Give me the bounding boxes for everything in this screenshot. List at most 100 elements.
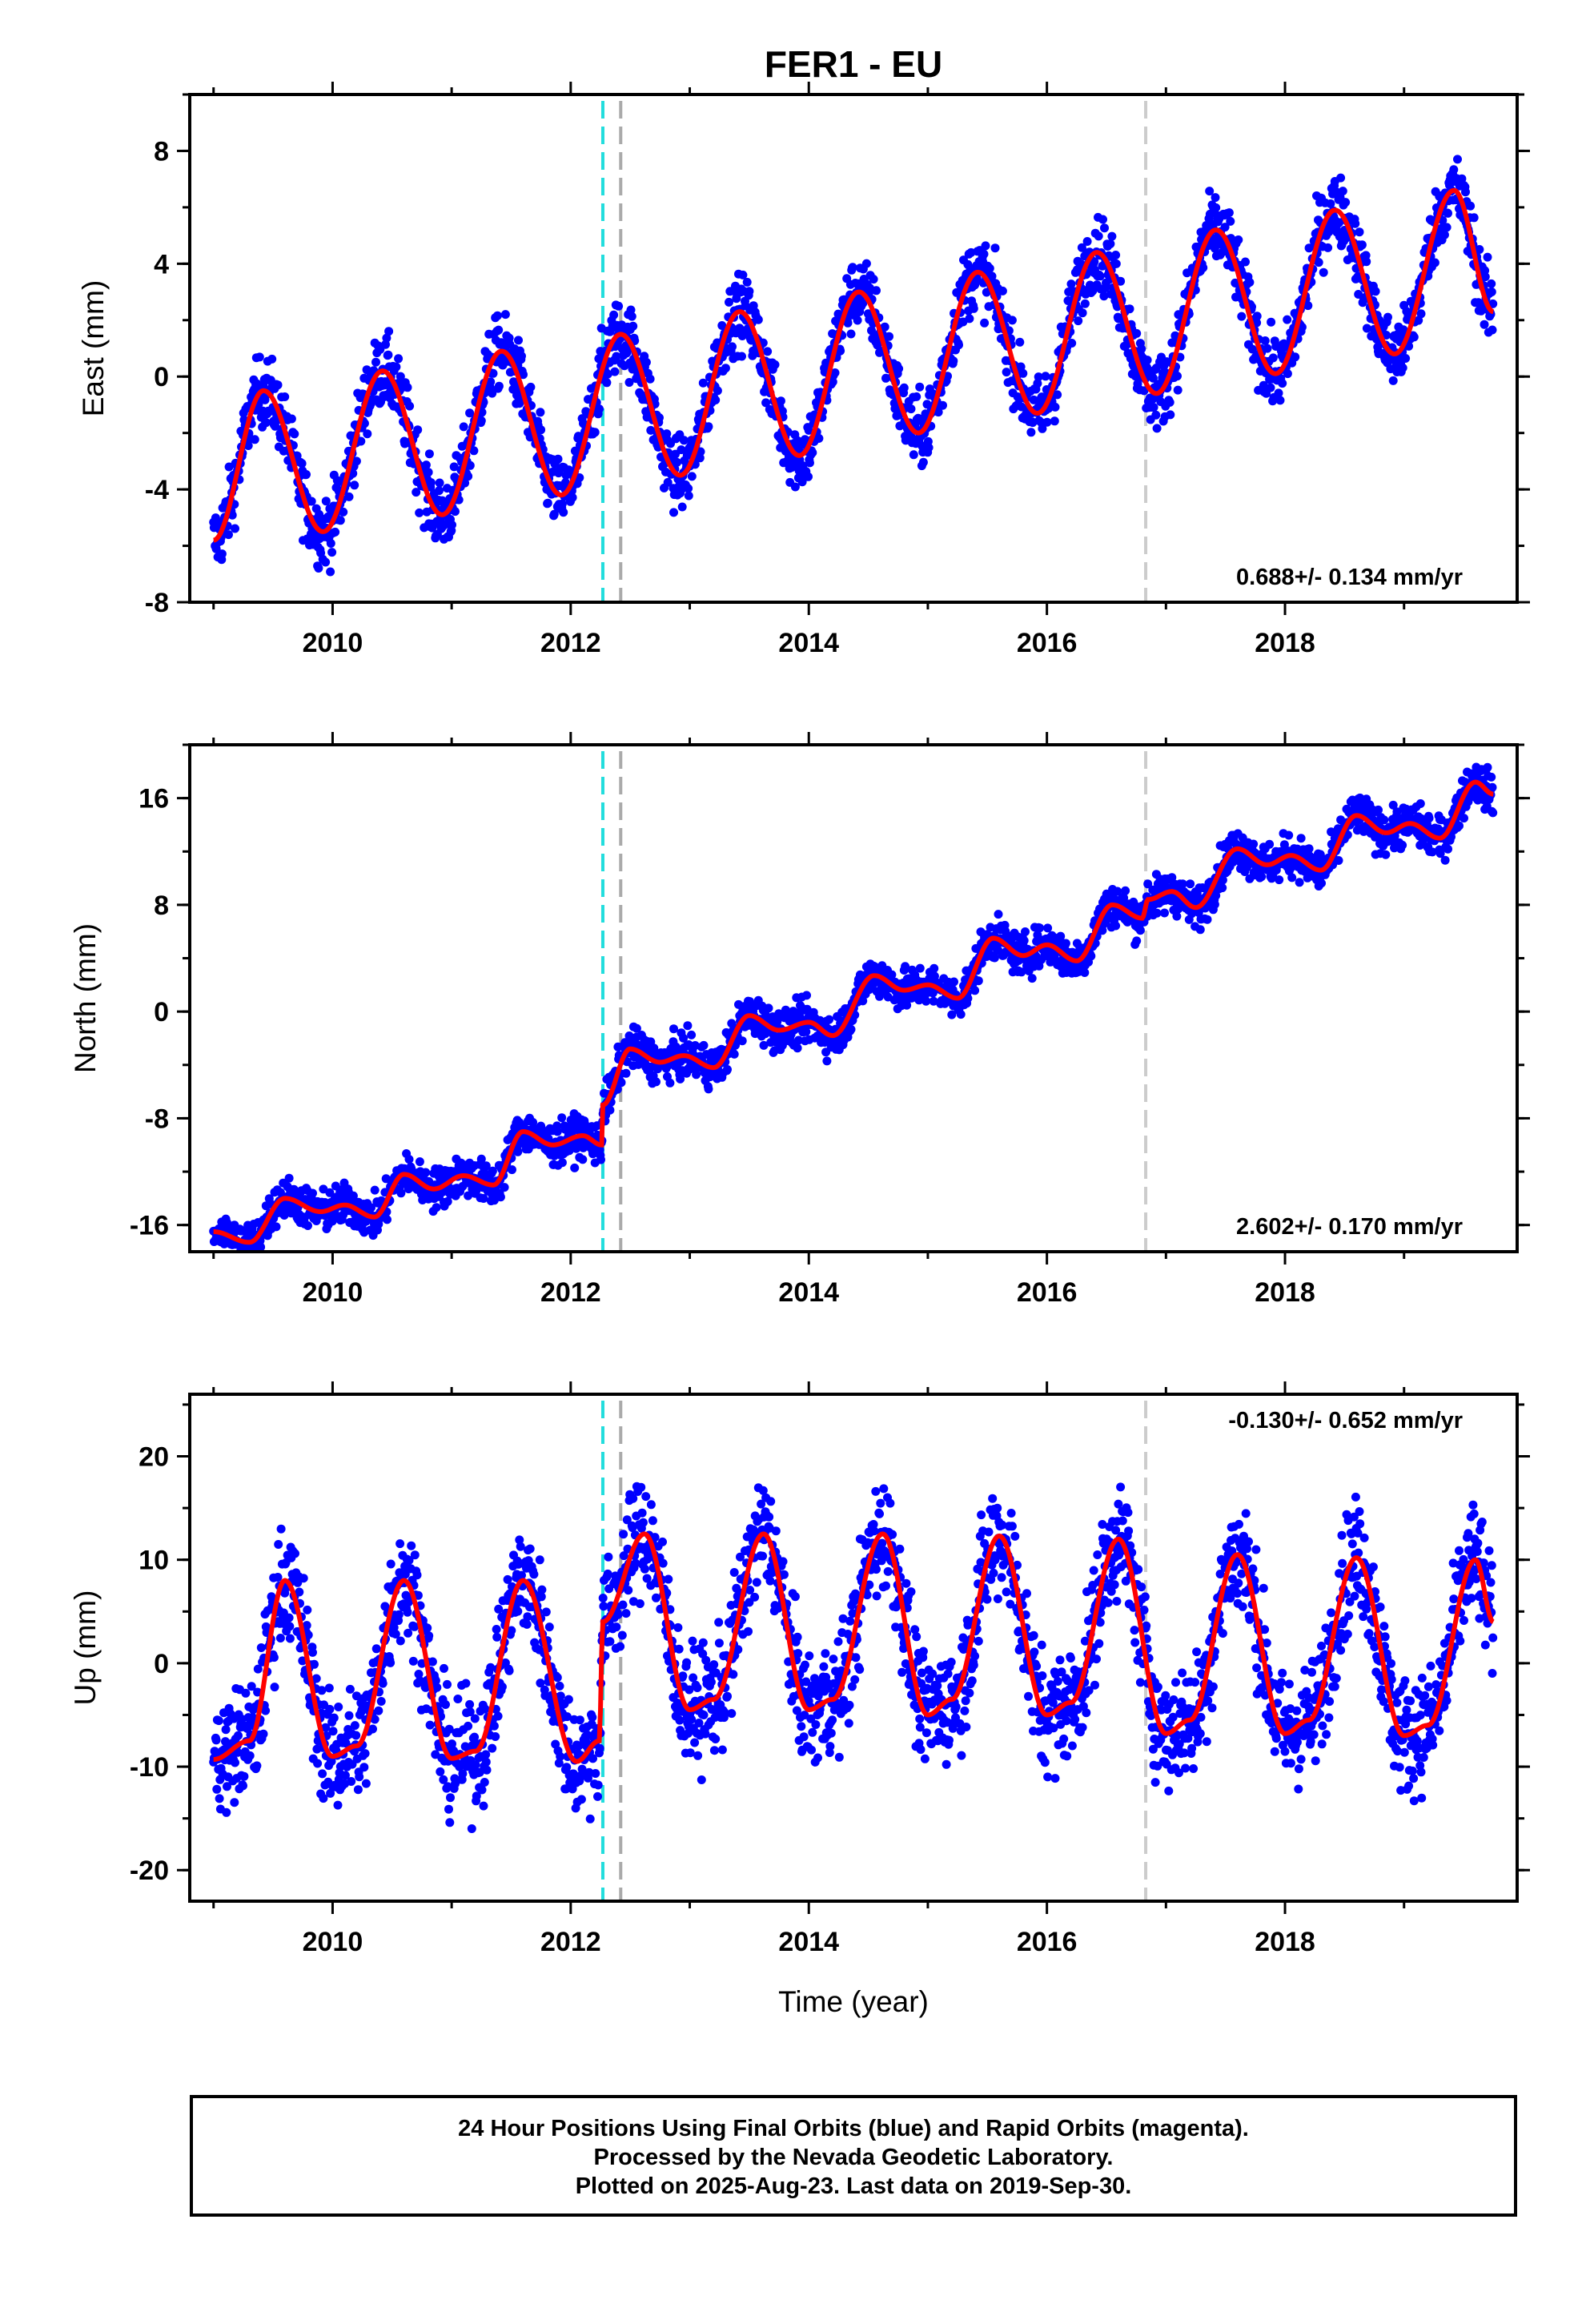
data-points-east: [209, 155, 1498, 577]
data-point: [979, 249, 989, 259]
data-point: [861, 259, 871, 268]
data-point: [400, 439, 410, 448]
data-point: [610, 367, 620, 376]
data-point: [287, 414, 296, 424]
data-point: [858, 299, 868, 308]
data-point: [424, 468, 433, 477]
data-point: [271, 421, 280, 431]
data-point: [609, 310, 619, 320]
data-point: [488, 388, 497, 398]
data-point: [350, 480, 359, 490]
data-point: [1401, 354, 1411, 363]
data-point: [211, 1735, 221, 1745]
data-point: [1143, 879, 1153, 889]
data-point: [1245, 278, 1255, 287]
data-point: [1137, 344, 1146, 354]
x-tick-label: 2012: [540, 1277, 601, 1308]
data-point: [687, 472, 697, 481]
data-point: [1098, 215, 1107, 224]
data-point: [1453, 155, 1462, 164]
data-point: [384, 327, 394, 336]
data-point: [687, 1030, 697, 1039]
data-point: [624, 378, 634, 387]
data-point: [605, 1105, 615, 1115]
y-tick-label: 4: [154, 249, 169, 279]
data-point: [804, 425, 813, 435]
data-point: [421, 460, 431, 470]
data-point: [1160, 908, 1169, 918]
data-point: [836, 346, 845, 356]
data-point: [924, 443, 934, 452]
data-point: [679, 1033, 689, 1043]
data-point: [1469, 213, 1479, 223]
data-point: [1043, 923, 1053, 933]
data-point: [1167, 873, 1177, 883]
data-point: [1082, 237, 1092, 246]
data-point: [954, 340, 963, 350]
data-point: [382, 333, 391, 343]
data-point: [1275, 396, 1285, 405]
data-point: [683, 1021, 693, 1031]
data-point: [1480, 272, 1490, 282]
data-point: [614, 301, 624, 311]
data-point: [578, 1155, 588, 1164]
data-point: [557, 1158, 567, 1168]
data-point: [383, 350, 393, 360]
data-point: [326, 567, 335, 577]
data-point: [314, 564, 323, 573]
data-point: [1326, 199, 1335, 208]
data-point: [1002, 368, 1011, 377]
data-point: [949, 356, 958, 366]
data-point: [673, 457, 682, 467]
data-point: [632, 1023, 641, 1033]
data-point: [915, 382, 925, 392]
data-point: [1488, 325, 1497, 335]
data-point: [1152, 908, 1162, 918]
data-point: [1260, 336, 1270, 345]
data-point: [1295, 878, 1304, 887]
data-point: [808, 448, 817, 457]
data-point: [1488, 808, 1498, 818]
data-point: [1095, 271, 1105, 281]
data-point: [970, 986, 980, 995]
data-point: [980, 318, 990, 328]
data-point: [1398, 363, 1407, 372]
data-point: [1149, 403, 1158, 412]
data-point: [513, 1147, 523, 1156]
data-point: [1336, 173, 1346, 183]
data-point: [770, 360, 780, 369]
data-point: [267, 354, 277, 364]
data-point: [621, 1068, 631, 1078]
data-point: [853, 316, 862, 325]
data-point: [363, 429, 372, 439]
data-point: [1303, 301, 1313, 311]
data-point: [1475, 245, 1484, 254]
data-point: [543, 498, 552, 508]
data-point: [713, 386, 722, 396]
data-point: [790, 482, 800, 492]
data-point: [405, 401, 415, 411]
data-point: [1211, 203, 1221, 212]
data-point: [763, 347, 773, 356]
data-point: [1393, 330, 1403, 340]
x-tick-label: 2010: [303, 628, 363, 658]
data-point: [351, 456, 361, 466]
data-point: [500, 1183, 509, 1192]
data-point: [469, 446, 479, 456]
data-point: [1038, 424, 1047, 433]
data-point: [1357, 240, 1367, 250]
data-point: [1121, 886, 1130, 895]
data-point: [704, 422, 713, 432]
data-point: [1016, 362, 1026, 372]
data-point: [481, 1161, 491, 1171]
data-point: [362, 365, 371, 375]
y-tick-label: 16: [139, 784, 169, 814]
data-point: [735, 324, 745, 333]
data-point: [814, 433, 824, 443]
data-point: [981, 241, 990, 251]
data-point: [1107, 231, 1117, 241]
data-point: [1371, 287, 1380, 296]
data-point: [224, 462, 234, 472]
data-point: [214, 1716, 223, 1726]
y-tick-label: -8: [145, 1104, 169, 1134]
